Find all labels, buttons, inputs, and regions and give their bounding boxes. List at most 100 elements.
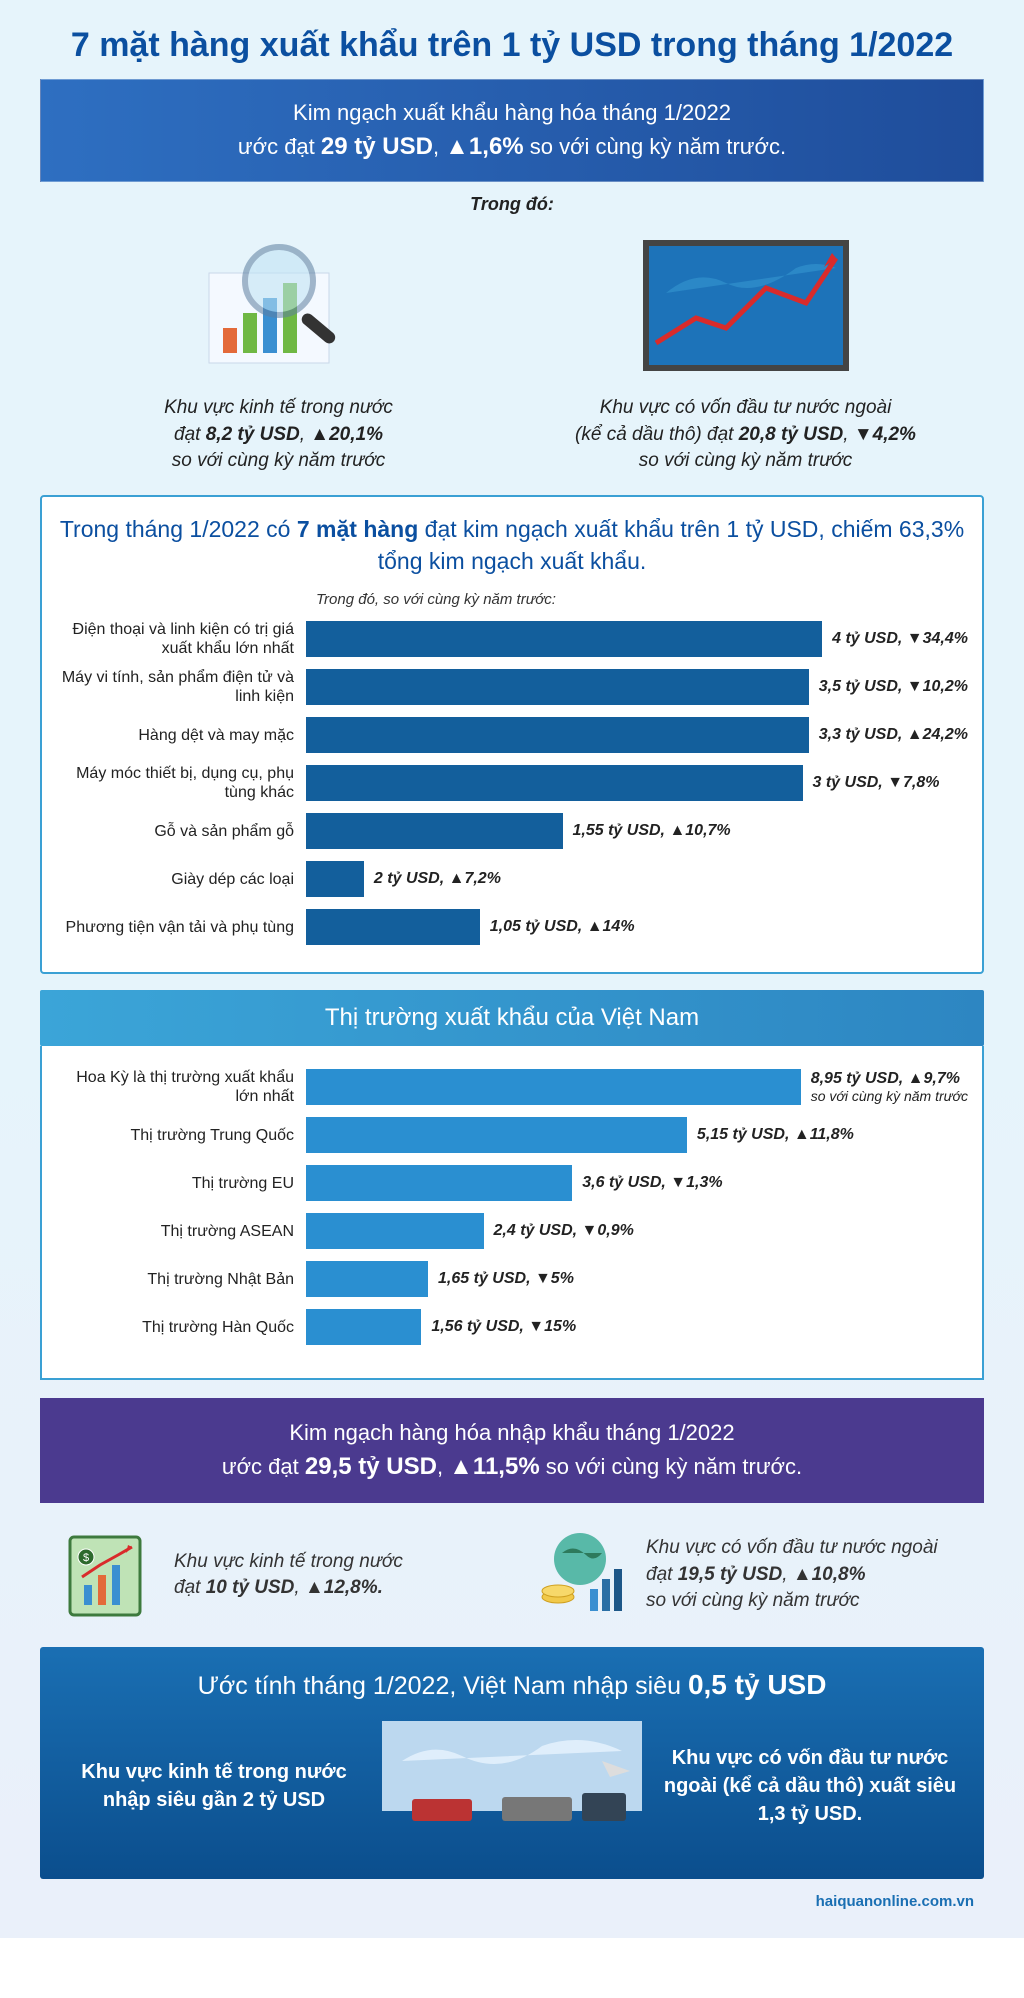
products-chart-note: Trong đó, so với cùng kỳ năm trước: xyxy=(316,591,968,608)
bar-value: 1,56 tỷ USD, ▼15% xyxy=(431,1318,576,1336)
bar xyxy=(306,669,809,705)
bar-row: Phương tiện vận tải và phụ tùng 1,05 tỷ U… xyxy=(56,906,968,948)
bar xyxy=(306,861,364,897)
bar xyxy=(306,1213,484,1249)
bar-row: Gỗ và sản phẩm gỗ1,55 tỷ USD, ▲10,7% xyxy=(56,810,968,852)
import-fdi-text: Khu vực có vốn đầu tư nước ngoài đạt 19,… xyxy=(646,1535,938,1615)
products-panel-title: Trong tháng 1/2022 có 7 mặt hàng đạt kim… xyxy=(56,513,968,577)
markets-panel: Hoa Kỳ là thị trường xuất khẩu lớn nhất 8… xyxy=(40,1046,984,1380)
bar-value: 2,4 tỷ USD, ▼0,9% xyxy=(494,1222,634,1240)
products-panel: Trong tháng 1/2022 có 7 mặt hàng đạt kim… xyxy=(40,495,984,974)
products-chart: Điện thoại và linh kiện có trị giá xuất … xyxy=(56,618,968,948)
bar-area: 3,3 tỷ USD, ▲24,2% xyxy=(306,717,968,753)
bar-area: 1,56 tỷ USD, ▼15% xyxy=(306,1309,968,1345)
import-banner-line1: Kim ngạch hàng hóa nhập khẩu tháng 1/202… xyxy=(60,1416,964,1449)
deficit-title: Ước tính tháng 1/2022, Việt Nam nhập siê… xyxy=(66,1669,958,1701)
bar-label: Máy móc thiết bị, dụng cụ, phụ tùng khác xyxy=(56,764,306,802)
bar-row: Thị trường ASEAN 2,4 tỷ USD, ▼0,9% xyxy=(56,1210,968,1252)
bar xyxy=(306,765,803,801)
bar-label: Thị trường EU xyxy=(56,1174,306,1193)
bar-value: 8,95 tỷ USD, ▲9,7%so với cùng kỳ năm trư… xyxy=(811,1070,968,1104)
bar-row: Máy vi tính, sản phẩm điện tử và linh ki… xyxy=(56,666,968,708)
bar-area: 3 tỷ USD, ▼7,8% xyxy=(306,765,968,801)
world-chart-icon xyxy=(636,233,856,383)
bar-label: Giày dép các loại xyxy=(56,870,306,889)
bar-label: Hoa Kỳ là thị trường xuất khẩu lớn nhất xyxy=(56,1068,306,1106)
bar-label: Phương tiện vận tải và phụ tùng xyxy=(56,918,306,937)
bar-row: Thị trường EU 3,6 tỷ USD, ▼1,3% xyxy=(56,1162,968,1204)
bar-value: 1,65 tỷ USD, ▼5% xyxy=(438,1270,574,1288)
bar xyxy=(306,909,480,945)
bar-area: 1,55 tỷ USD, ▲10,7% xyxy=(306,813,968,849)
bar-area: 1,65 tỷ USD, ▼5% xyxy=(306,1261,968,1297)
bar-label: Máy vi tính, sản phẩm điện tử và linh ki… xyxy=(56,668,306,706)
bar-value: 5,15 tỷ USD, ▲11,8% xyxy=(697,1126,854,1144)
bar-row: Giày dép các loại 2 tỷ USD, ▲7,2% xyxy=(56,858,968,900)
bar-row: Máy móc thiết bị, dụng cụ, phụ tùng khác… xyxy=(56,762,968,804)
bar-value: 2 tỷ USD, ▲7,2% xyxy=(374,870,501,888)
bar-value: 3,5 tỷ USD, ▼10,2% xyxy=(819,678,968,696)
bar-label: Thị trường Nhật Bản xyxy=(56,1270,306,1289)
fdi-export-box: Khu vực có vốn đầu tư nước ngoài (kể cả … xyxy=(527,233,964,475)
bar xyxy=(306,1069,801,1105)
import-banner-line2: ước đạt 29,5 tỷ USD, ▲11,5% so với cùng … xyxy=(60,1449,964,1485)
bar xyxy=(306,1309,421,1345)
bar-value: 4 tỷ USD, ▼34,4% xyxy=(832,630,968,648)
deficit-right: Khu vực có vốn đầu tư nước ngoài (kể cả … xyxy=(662,1744,958,1828)
report-chart-icon: $ xyxy=(60,1525,160,1625)
bar-value: 1,05 tỷ USD, ▲14% xyxy=(490,918,635,936)
bar-row: Hàng dệt và may mặc 3,3 tỷ USD, ▲24,2% xyxy=(56,714,968,756)
markets-chart: Hoa Kỳ là thị trường xuất khẩu lớn nhất 8… xyxy=(56,1066,968,1348)
bar-row: Thị trường Hàn Quốc 1,56 tỷ USD, ▼15% xyxy=(56,1306,968,1348)
export-banner: Kim ngạch xuất khẩu hàng hóa tháng 1/202… xyxy=(40,79,984,182)
chart-magnifier-icon xyxy=(189,233,369,383)
trade-logistics-icon xyxy=(382,1721,642,1851)
import-fdi: Khu vực có vốn đầu tư nước ngoài đạt 19,… xyxy=(532,1525,964,1625)
domestic-export-box: Khu vực kinh tế trong nước đạt 8,2 tỷ US… xyxy=(60,233,497,475)
bar xyxy=(306,813,563,849)
domestic-export-caption: Khu vực kinh tế trong nước đạt 8,2 tỷ US… xyxy=(60,395,497,475)
bar-area: 5,15 tỷ USD, ▲11,8% xyxy=(306,1117,968,1153)
bar xyxy=(306,1117,687,1153)
markets-header: Thị trường xuất khẩu của Việt Nam xyxy=(40,990,984,1046)
deficit-panel: Ước tính tháng 1/2022, Việt Nam nhập siê… xyxy=(40,1647,984,1879)
deficit-left: Khu vực kinh tế trong nước nhập siêu gần… xyxy=(66,1758,362,1814)
main-title: 7 mặt hàng xuất khẩu trên 1 tỷ USD trong… xyxy=(0,0,1024,79)
bar-label: Thị trường Trung Quốc xyxy=(56,1126,306,1145)
bar-label: Gỗ và sản phẩm gỗ xyxy=(56,822,306,841)
bar-row: Hoa Kỳ là thị trường xuất khẩu lớn nhất 8… xyxy=(56,1066,968,1108)
globe-coins-icon xyxy=(532,1525,632,1625)
bar-area: 3,6 tỷ USD, ▼1,3% xyxy=(306,1165,968,1201)
bar-label: Thị trường Hàn Quốc xyxy=(56,1318,306,1337)
export-banner-line1: Kim ngạch xuất khẩu hàng hóa tháng 1/202… xyxy=(61,96,963,129)
bar-area: 2,4 tỷ USD, ▼0,9% xyxy=(306,1213,968,1249)
import-domestic: $ Khu vực kinh tế trong nước đạt 10 tỷ U… xyxy=(60,1525,492,1625)
bar-value: 3,6 tỷ USD, ▼1,3% xyxy=(582,1174,722,1192)
bar-area: 2 tỷ USD, ▲7,2% xyxy=(306,861,968,897)
bar xyxy=(306,1261,428,1297)
export-breakdown: Khu vực kinh tế trong nước đạt 8,2 tỷ US… xyxy=(0,223,1024,495)
import-domestic-text: Khu vực kinh tế trong nước đạt 10 tỷ USD… xyxy=(174,1549,403,1602)
footer-credit: haiquanonline.com.vn xyxy=(0,1879,1024,1918)
bar xyxy=(306,717,809,753)
bar-area: 1,05 tỷ USD, ▲14% xyxy=(306,909,968,945)
bar-area: 8,95 tỷ USD, ▲9,7%so với cùng kỳ năm trư… xyxy=(306,1069,968,1105)
bar-label: Điện thoại và linh kiện có trị giá xuất … xyxy=(56,620,306,658)
bar-row: Thị trường Nhật Bản 1,65 tỷ USD, ▼5% xyxy=(56,1258,968,1300)
bar-label: Thị trường ASEAN xyxy=(56,1222,306,1241)
export-banner-line2: ước đạt 29 tỷ USD, ▲1,6% so với cùng kỳ … xyxy=(61,129,963,165)
bar xyxy=(306,1165,572,1201)
bar-value: 3,3 tỷ USD, ▲24,2% xyxy=(819,726,968,744)
bar-area: 4 tỷ USD, ▼34,4% xyxy=(306,621,968,657)
trong-do-label: Trong đó: xyxy=(0,194,1024,215)
bar-value: 3 tỷ USD, ▼7,8% xyxy=(813,774,940,792)
svg-text:$: $ xyxy=(83,1552,89,1564)
bar-label: Hàng dệt và may mặc xyxy=(56,726,306,745)
fdi-export-caption: Khu vực có vốn đầu tư nước ngoài (kể cả … xyxy=(527,395,964,475)
bar-row: Thị trường Trung Quốc 5,15 tỷ USD, ▲11,8% xyxy=(56,1114,968,1156)
bar-row: Điện thoại và linh kiện có trị giá xuất … xyxy=(56,618,968,660)
import-breakdown: $ Khu vực kinh tế trong nước đạt 10 tỷ U… xyxy=(0,1521,1024,1647)
bar-area: 3,5 tỷ USD, ▼10,2% xyxy=(306,669,968,705)
bar xyxy=(306,621,822,657)
import-banner: Kim ngạch hàng hóa nhập khẩu tháng 1/202… xyxy=(40,1398,984,1503)
